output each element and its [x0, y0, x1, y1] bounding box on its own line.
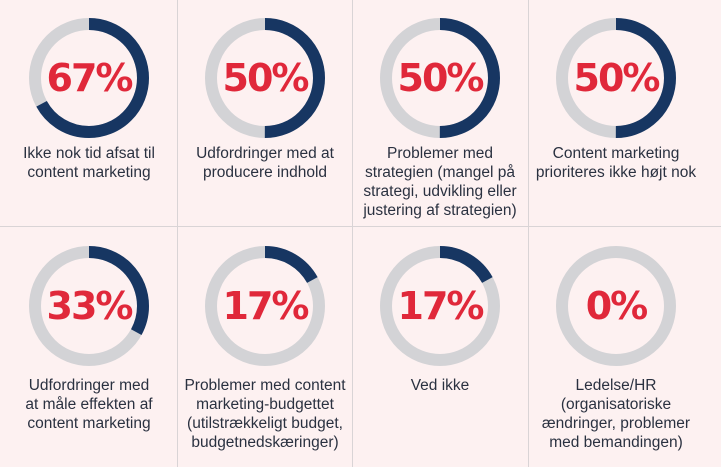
donut-value-label: 67%: [46, 56, 134, 100]
donut-track: [556, 246, 676, 366]
divider-horizontal: [0, 226, 721, 227]
donut-value-label: 0%: [585, 284, 649, 328]
donut-cell: 33% Udfordringer med at måle effekten af…: [1, 244, 177, 464]
donut-ring: [380, 246, 500, 366]
divider-vertical-3: [528, 0, 529, 467]
donut-ring: [205, 246, 325, 366]
donut-category-label: Ikke nok tid afsat til content marketing: [23, 145, 155, 181]
donut-value-label: 50%: [573, 56, 661, 100]
donut-category-label: Problemer med strategien (mangel på stra…: [363, 145, 517, 219]
donut-ring: [556, 18, 676, 138]
donut-arc: [205, 18, 325, 138]
divider-vertical-2: [352, 0, 353, 467]
donut-value-label: 17%: [397, 284, 485, 328]
donut-category-label: Udfordringer med at måle effekten af con…: [25, 377, 153, 432]
donut-category-label: Content marketing prioriteres ikke højt …: [535, 145, 697, 181]
donut-value-label: 50%: [222, 56, 310, 100]
donut-ring: [29, 246, 149, 366]
donut-value-label: 50%: [397, 56, 485, 100]
donut-arc: [380, 246, 500, 366]
donut-arc: [205, 246, 325, 366]
donut-arc: [29, 18, 149, 138]
donut-cell: 50% Udfordringer med at producere indhol…: [177, 16, 353, 226]
donut-category-label: Ledelse/HR (organisatoriske ændringer, p…: [541, 377, 691, 451]
donut-ring: [29, 18, 149, 138]
donut-cell: 50% Content marketing prioriteres ikke h…: [528, 16, 704, 226]
donut-value-label: 33%: [46, 284, 134, 328]
divider-vertical-1: [177, 0, 178, 467]
donut-category-label: Problemer med content marketing-budgette…: [184, 377, 346, 451]
donut-cell: 0% Ledelse/HR (organisatoriske ændringer…: [528, 244, 704, 464]
donut-cell: 50% Problemer med strategien (mangel på …: [352, 16, 528, 226]
donut-value-label: 17%: [222, 284, 310, 328]
donut-arc: [380, 18, 500, 138]
donut-cell: 17% Problemer med content marketing-budg…: [177, 244, 353, 464]
donut-arc: [556, 18, 676, 138]
donut-ring: [556, 246, 676, 366]
donut-category-label: Ved ikke: [410, 377, 470, 394]
donut-ring: [380, 18, 500, 138]
donut-arc: [29, 246, 149, 366]
donut-category-label: Udfordringer med at producere indhold: [196, 145, 334, 181]
donut-cell: 67% Ikke nok tid afsat til content marke…: [1, 16, 177, 226]
donut-cell: 17% Ved ikke: [352, 244, 528, 464]
donut-ring: [205, 18, 325, 138]
